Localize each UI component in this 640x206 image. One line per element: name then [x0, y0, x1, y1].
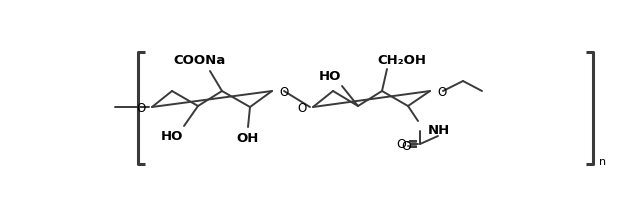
Text: O: O [298, 101, 307, 114]
Text: HO: HO [319, 70, 341, 83]
Text: O: O [137, 101, 146, 114]
Text: O: O [437, 85, 446, 98]
Text: O: O [396, 138, 406, 151]
Text: O: O [401, 140, 411, 153]
Text: n: n [599, 156, 606, 166]
Text: COONa: COONa [174, 54, 226, 67]
Text: HO: HO [161, 130, 183, 143]
Text: O: O [279, 85, 288, 98]
Text: NH: NH [428, 124, 451, 137]
Text: CH₂OH: CH₂OH [378, 53, 426, 66]
Text: OH: OH [237, 132, 259, 145]
